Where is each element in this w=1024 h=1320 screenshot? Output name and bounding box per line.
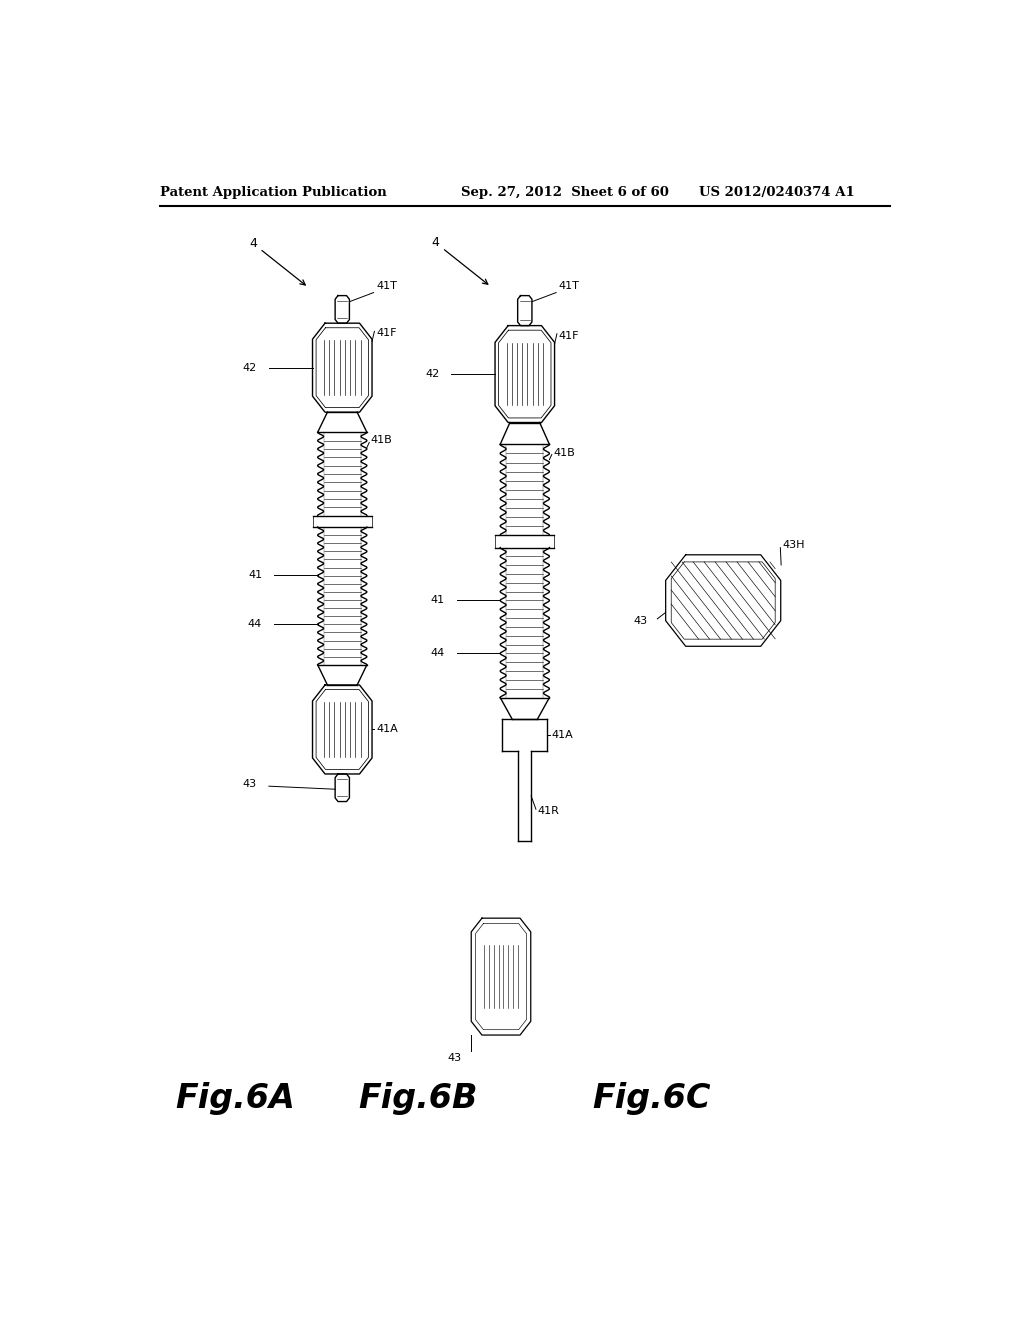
- Text: 42: 42: [243, 363, 257, 372]
- Text: 4: 4: [249, 236, 305, 285]
- Text: 42: 42: [425, 370, 439, 379]
- Text: 41F: 41F: [376, 329, 396, 338]
- Text: 41B: 41B: [553, 447, 575, 458]
- Text: 44: 44: [430, 648, 444, 657]
- Text: Fig.6C: Fig.6C: [593, 1082, 711, 1115]
- Text: Fig.6B: Fig.6B: [358, 1082, 477, 1115]
- Text: 41: 41: [248, 570, 262, 581]
- Text: 44: 44: [248, 619, 262, 628]
- Text: 41T: 41T: [558, 281, 580, 290]
- Text: 41: 41: [430, 595, 444, 605]
- Text: 41T: 41T: [376, 281, 397, 290]
- Text: Fig.6A: Fig.6A: [175, 1082, 295, 1115]
- Text: 4: 4: [431, 236, 487, 284]
- Text: 43H: 43H: [782, 540, 805, 549]
- Text: 41B: 41B: [371, 436, 392, 445]
- Text: 41A: 41A: [376, 725, 397, 734]
- Text: 41F: 41F: [558, 331, 579, 341]
- Text: 43: 43: [447, 1053, 461, 1063]
- Text: 41R: 41R: [538, 807, 559, 816]
- Text: Sep. 27, 2012  Sheet 6 of 60: Sep. 27, 2012 Sheet 6 of 60: [461, 186, 670, 199]
- Text: 43: 43: [243, 779, 257, 789]
- Text: 41A: 41A: [551, 730, 572, 741]
- Text: Patent Application Publication: Patent Application Publication: [160, 186, 386, 199]
- Text: 43: 43: [634, 616, 648, 626]
- Text: US 2012/0240374 A1: US 2012/0240374 A1: [699, 186, 855, 199]
